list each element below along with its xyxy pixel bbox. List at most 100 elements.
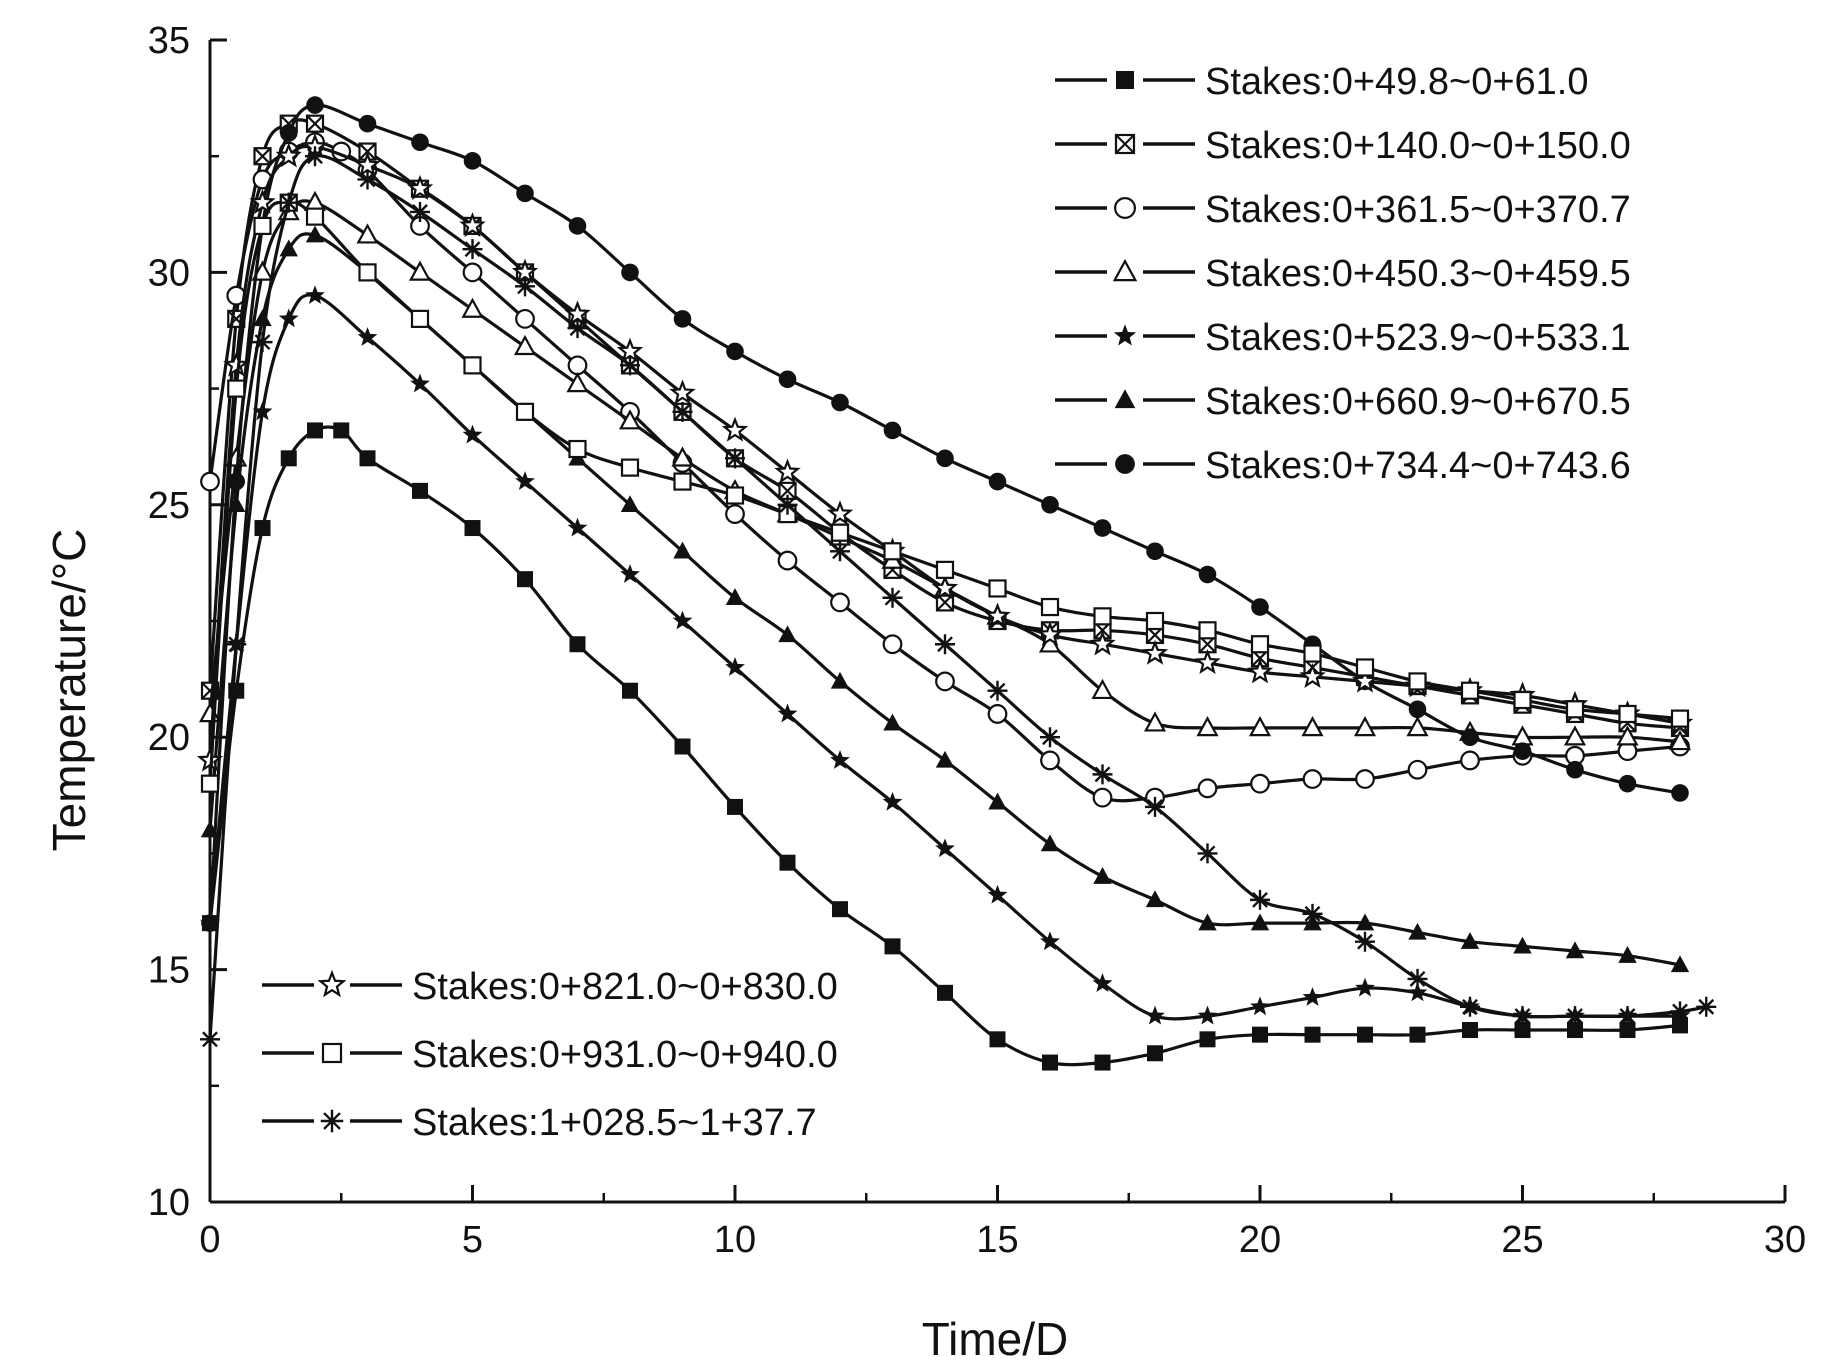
legend-item-6: Stakes:0+660.9~0+670.5	[1055, 381, 1631, 423]
data-point	[1355, 658, 1375, 677]
legend-label: Stakes:0+734.4~0+743.6	[1205, 445, 1631, 487]
data-point	[1565, 941, 1585, 959]
series-7	[201, 96, 1689, 932]
y-tick-label: 15	[148, 950, 190, 992]
data-point	[1514, 1022, 1531, 1039]
data-point	[830, 523, 850, 542]
data-point	[935, 750, 955, 768]
data-point	[618, 409, 642, 430]
data-point	[777, 494, 798, 515]
data-point	[462, 262, 483, 283]
data-point	[1198, 913, 1217, 931]
legend-label: Stakes:0+140.0~0+150.0	[1205, 125, 1631, 167]
data-point	[1618, 704, 1637, 724]
data-point	[1408, 672, 1427, 691]
data-point	[1302, 769, 1323, 789]
data-point	[1041, 496, 1059, 514]
data-point	[567, 517, 588, 537]
legend: Stakes:0+49.8~0+61.0 Stakes:0+140.0~0+150…	[262, 61, 1631, 1144]
data-point	[988, 792, 1007, 810]
data-point	[410, 373, 430, 393]
data-point	[1199, 1031, 1216, 1048]
data-point	[1250, 635, 1270, 654]
data-point	[410, 201, 430, 222]
data-point	[987, 680, 1008, 701]
data-point	[1353, 716, 1377, 737]
legend-item-7: Stakes:0+734.4~0+743.6	[1055, 445, 1631, 487]
data-point	[1303, 644, 1322, 663]
data-point	[1668, 729, 1692, 751]
data-point	[883, 542, 902, 561]
data-point	[937, 984, 953, 1001]
data-point	[410, 309, 430, 328]
data-point	[275, 142, 302, 168]
data-point	[931, 574, 959, 600]
data-point	[568, 217, 587, 235]
data-point	[1094, 1054, 1111, 1071]
data-point	[1462, 1022, 1478, 1039]
y-tick-label: 20	[148, 717, 190, 759]
data-point	[253, 309, 272, 327]
data-point	[305, 225, 325, 243]
data-point	[567, 355, 588, 376]
data-point	[779, 854, 796, 871]
data-point	[1194, 648, 1221, 675]
data-point	[1302, 903, 1323, 924]
x-tick-label: 15	[976, 1219, 1018, 1261]
data-point	[830, 671, 850, 689]
data-point	[358, 114, 377, 133]
data-point	[356, 223, 379, 244]
legend-label: Stakes:0+931.0~0+940.0	[412, 1034, 838, 1076]
data-point	[882, 791, 903, 811]
data-point	[777, 550, 798, 571]
data-point	[1355, 977, 1375, 997]
axes: 0 5 10 15 20 25 30 10 15 20 25 30 35	[148, 20, 1806, 1261]
data-point	[1145, 796, 1165, 817]
data-point	[620, 355, 640, 376]
data-point	[1198, 621, 1217, 640]
data-point	[1196, 716, 1219, 737]
data-point	[280, 450, 297, 467]
data-point	[408, 260, 432, 281]
data-point	[1093, 607, 1112, 626]
data-point	[1513, 742, 1532, 760]
data-point	[884, 938, 901, 955]
data-point	[984, 602, 1011, 628]
data-point	[1513, 936, 1532, 954]
legend-item-3: Stakes:0+361.5~0+370.7	[1055, 189, 1631, 231]
data-point	[1513, 690, 1532, 710]
data-point	[1147, 1045, 1163, 1062]
legend-marker	[1114, 133, 1136, 155]
y-tick-label: 25	[148, 485, 190, 527]
data-point	[725, 448, 745, 469]
data-point	[936, 449, 954, 468]
data-point	[883, 421, 902, 440]
data-point	[674, 738, 691, 755]
data-point	[725, 657, 745, 676]
data-point	[226, 634, 247, 655]
data-point	[1197, 843, 1218, 864]
data-point	[622, 682, 638, 699]
data-point	[1460, 996, 1480, 1017]
data-point	[725, 504, 745, 524]
legend-label: Stakes:1+028.5~1+37.7	[412, 1102, 817, 1144]
data-point	[1143, 711, 1167, 732]
data-point	[1092, 787, 1113, 808]
series-3	[200, 132, 1690, 808]
y-axis-title: Temperature/°C	[43, 529, 95, 852]
data-point	[278, 192, 299, 213]
data-point	[1092, 973, 1113, 992]
legend-item-4: Stakes:0+450.3~0+459.5	[1055, 253, 1631, 295]
data-point	[1671, 784, 1689, 802]
data-point	[1246, 658, 1274, 684]
data-point	[254, 520, 271, 537]
data-point	[1250, 773, 1270, 794]
data-point	[882, 634, 903, 655]
data-point	[279, 239, 298, 257]
data-point	[672, 401, 693, 422]
data-point	[463, 152, 482, 170]
data-point	[515, 276, 535, 297]
data-point	[1299, 662, 1326, 688]
data-point	[778, 481, 797, 500]
